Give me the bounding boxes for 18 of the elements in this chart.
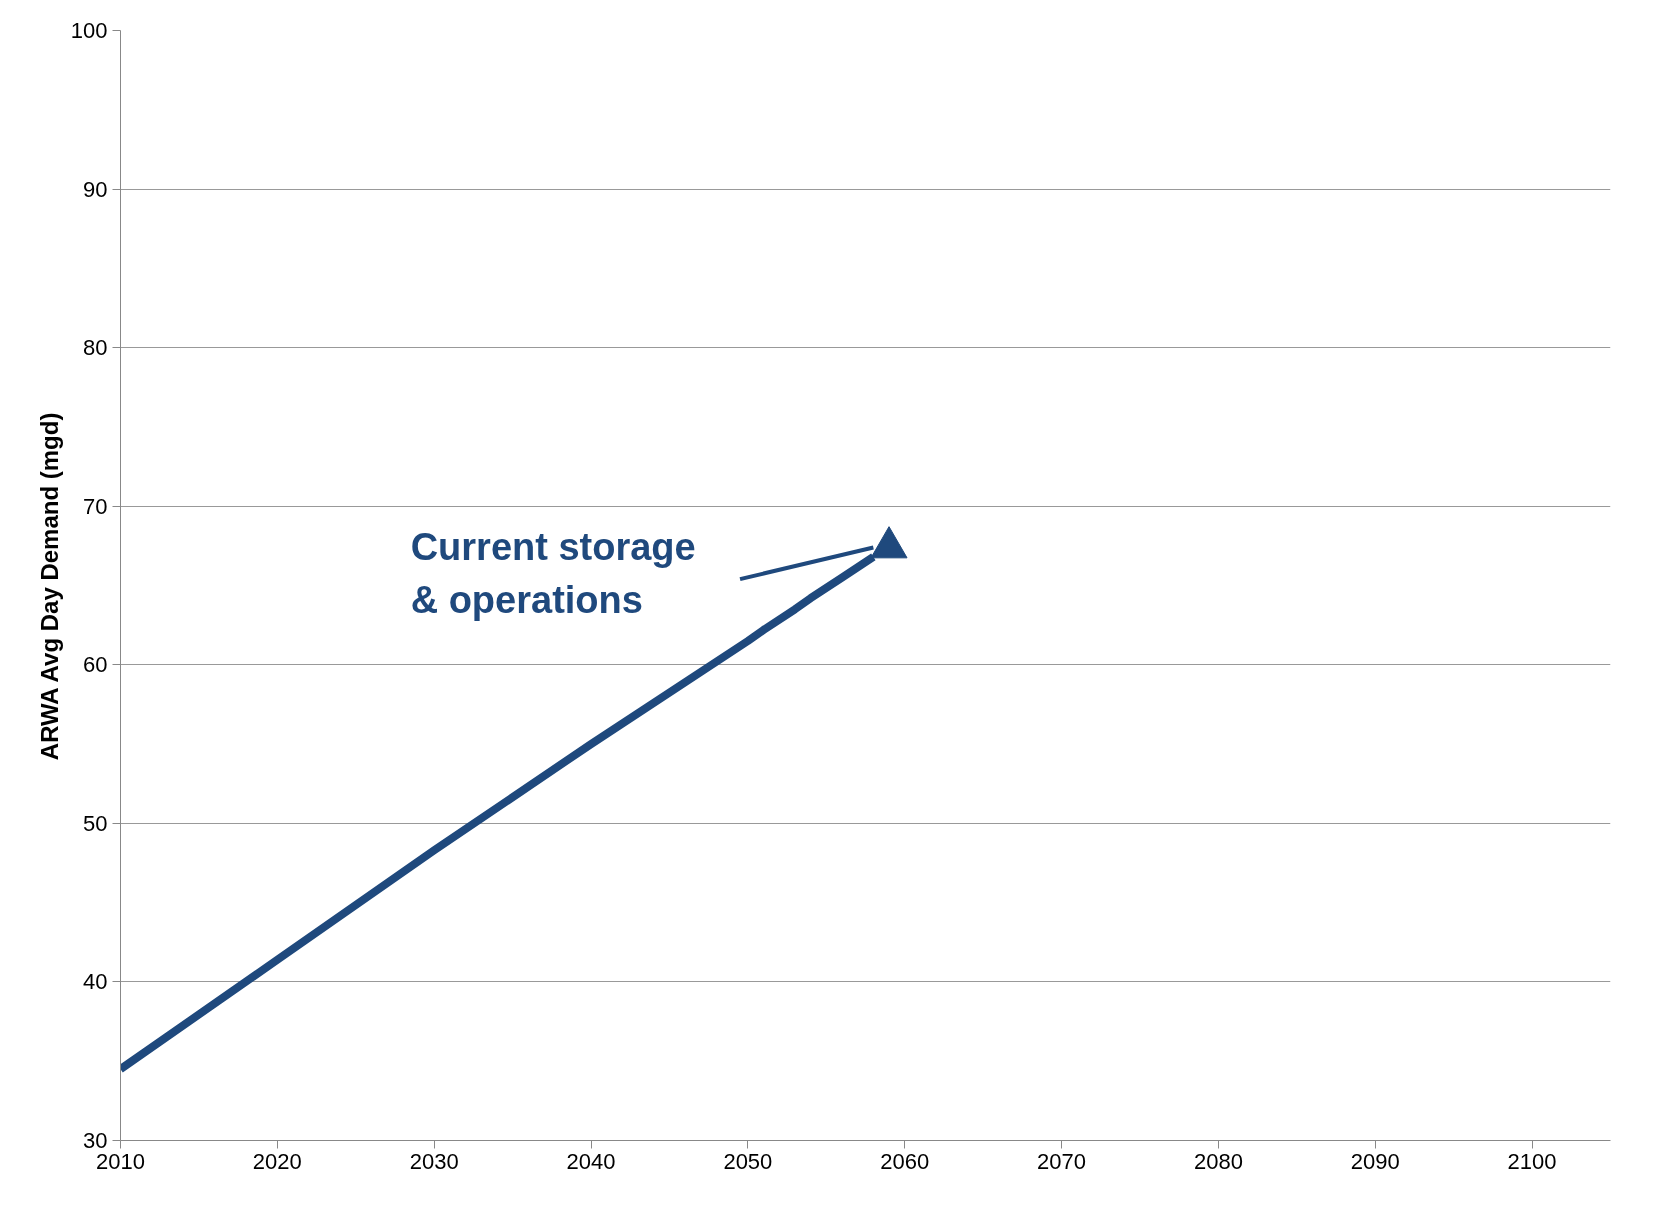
y-tick-label: 90: [83, 176, 108, 202]
x-tick-label: 2070: [1037, 1148, 1087, 1174]
y-tick-label: 40: [83, 969, 108, 995]
y-tick-label: 70: [83, 493, 108, 519]
x-tick-label: 2030: [409, 1148, 459, 1174]
x-tick-label: 2060: [880, 1148, 930, 1174]
y-tick-label: 60: [83, 652, 108, 678]
x-tick-label: 2040: [566, 1148, 616, 1174]
x-tick-label: 2080: [1193, 1148, 1243, 1174]
annotation: Current storage & operations: [410, 526, 696, 621]
x-tick-label: 2050: [723, 1148, 773, 1174]
x-tick-label: 2100: [1507, 1148, 1557, 1174]
y-tick-label: 50: [83, 810, 108, 836]
x-tick-label: 2090: [1350, 1148, 1400, 1174]
y-axis-title: ARWA Avg Day Demand (mgd): [35, 412, 63, 761]
y-tick-label: 100: [70, 18, 108, 43]
y-tick-label: 80: [83, 335, 108, 361]
x-tick-label: 2020: [252, 1148, 302, 1174]
